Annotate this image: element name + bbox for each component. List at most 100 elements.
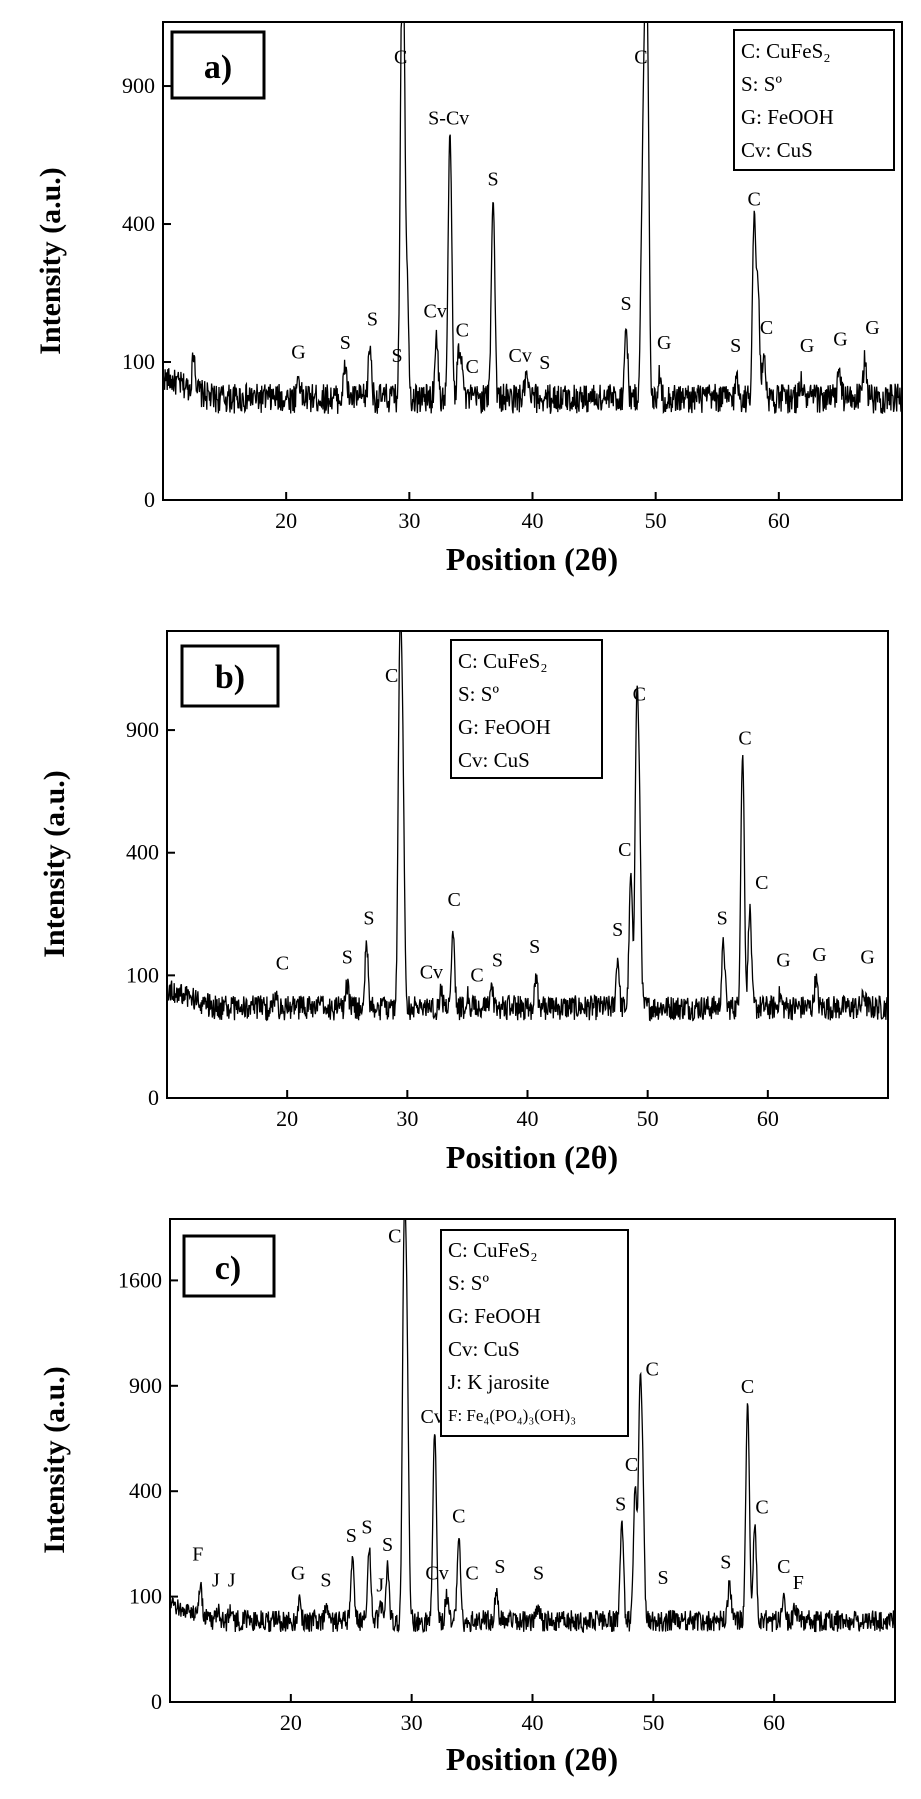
legend-box: C: CuFeS₂ S: Sº G: FeOOH Cv: CuS (450, 639, 603, 779)
peak-label: C (645, 1358, 658, 1380)
peak-label: S (730, 335, 741, 357)
legend-item: Cv: CuS (458, 748, 530, 772)
peak-label: S (488, 168, 499, 190)
y-tick-label: 0 (148, 1085, 159, 1110)
peak-label: S (720, 1552, 731, 1574)
x-tick-label: 50 (642, 1710, 664, 1735)
peak-label: S (539, 352, 550, 374)
peak-label: G (291, 342, 305, 364)
peak-label: S (533, 1563, 544, 1585)
peak-label: C (777, 1556, 790, 1578)
legend-item: Cv: CuS (741, 138, 813, 162)
peak-label: C (633, 684, 646, 706)
xrd-pattern-line (162, 21, 903, 415)
peak-label: C (465, 1563, 478, 1585)
panel-label-box: a) (170, 30, 266, 100)
peak-label: G (860, 947, 874, 969)
peak-label: S (492, 949, 503, 971)
x-tick-label: 60 (757, 1106, 779, 1131)
legend-item: Cv: CuS (448, 1337, 520, 1361)
peak-label: J (228, 1570, 236, 1592)
legend-item: C: CuFeS₂ (458, 649, 548, 673)
legend-frame (440, 1229, 629, 1437)
peak-label: C (452, 1506, 465, 1528)
xrd-pattern-line (166, 630, 889, 1022)
peak-label: C (385, 665, 398, 687)
peak-label: Cv (424, 300, 447, 322)
x-tick-label: 60 (763, 1710, 785, 1735)
legend-item: G: FeOOH (448, 1304, 541, 1328)
legend-frame (733, 29, 895, 171)
peak-label: C (456, 320, 469, 342)
panel-a: Intensity (a.u.) Position (2θ) 0 100 400 90… (34, 21, 903, 577)
peak-label: C (470, 965, 483, 987)
peak-label: S (361, 1517, 372, 1539)
peak-label: J (376, 1574, 384, 1596)
peak-label: C (388, 1226, 401, 1248)
y-tick-label: 100 (126, 962, 159, 987)
x-axis-label: Position (2θ) (446, 541, 618, 577)
peak-label: S (612, 919, 623, 941)
panel-c: Intensity (a.u.) Position (2θ) 0 100 400 90… (38, 1218, 896, 1777)
y-tick-label: 1600 (118, 1267, 162, 1292)
peak-label: C (760, 317, 773, 339)
peak-label: C (618, 839, 631, 861)
x-tick-label: 20 (276, 1106, 298, 1131)
legend-item: S: Sº (741, 72, 782, 96)
peak-label: S (346, 1525, 357, 1547)
legend-box: C: CuFeS₂ S: Sº G: FeOOH Cv: CuS (733, 29, 895, 171)
panel-label-box: b) (180, 644, 280, 708)
peak-label: C (738, 728, 751, 750)
panel-label-box: c) (182, 1234, 276, 1298)
legend-item: G: FeOOH (458, 715, 551, 739)
peak-label: S (382, 1534, 393, 1556)
peak-label: G (833, 329, 847, 351)
x-tick-label: 60 (768, 508, 790, 533)
y-tick-label: 900 (122, 73, 155, 98)
peak-label: S (615, 1494, 626, 1516)
peak-label: C (748, 189, 761, 211)
panel-label: a) (204, 49, 232, 86)
peak-label: Cv (421, 1406, 444, 1428)
legend-item: C: CuFeS₂ (448, 1238, 538, 1262)
y-tick-label: 0 (144, 487, 155, 512)
peak-label: Cv (509, 345, 532, 367)
panel-label-frame (182, 1234, 276, 1298)
peak-label: J (212, 1570, 220, 1592)
legend-item: J: K jarosite (448, 1370, 549, 1394)
x-tick-label: 20 (275, 508, 297, 533)
x-tick-label: 30 (398, 508, 420, 533)
y-tick-label: 400 (129, 1478, 162, 1503)
legend-item: G: FeOOH (741, 105, 834, 129)
legend-item: S: Sº (458, 682, 499, 706)
y-axis-label: Intensity (a.u.) (34, 167, 67, 355)
peak-label: C (634, 47, 647, 69)
peak-label: S (367, 308, 378, 330)
panel-label-frame (170, 30, 266, 100)
x-tick-label: 40 (517, 1106, 539, 1131)
y-tick-label: 900 (129, 1373, 162, 1398)
y-tick-label: 400 (126, 840, 159, 865)
panel-label-frame (180, 644, 280, 708)
peak-label: C (448, 889, 461, 911)
y-tick-label: 900 (126, 717, 159, 742)
peak-label: C (755, 1496, 768, 1518)
peak-label: Cv (420, 961, 443, 983)
y-tick-label: 0 (151, 1689, 162, 1714)
peak-label: C (625, 1454, 638, 1476)
x-tick-label: 50 (645, 508, 667, 533)
y-tick-label: 400 (122, 211, 155, 236)
peak-label: G (800, 335, 814, 357)
peak-label: F (192, 1544, 203, 1566)
x-tick-label: 50 (637, 1106, 659, 1131)
peak-label: S (494, 1556, 505, 1578)
peak-label: S (717, 908, 728, 930)
peak-label: C (741, 1376, 754, 1398)
peak-label: Cv (425, 1563, 448, 1585)
peak-label: S (320, 1570, 331, 1592)
legend-item: S: Sº (448, 1271, 489, 1295)
x-axis-label: Position (2θ) (446, 1741, 618, 1777)
y-tick-label: 100 (129, 1584, 162, 1609)
peak-label: S (391, 345, 402, 367)
peak-label: G (812, 944, 826, 966)
